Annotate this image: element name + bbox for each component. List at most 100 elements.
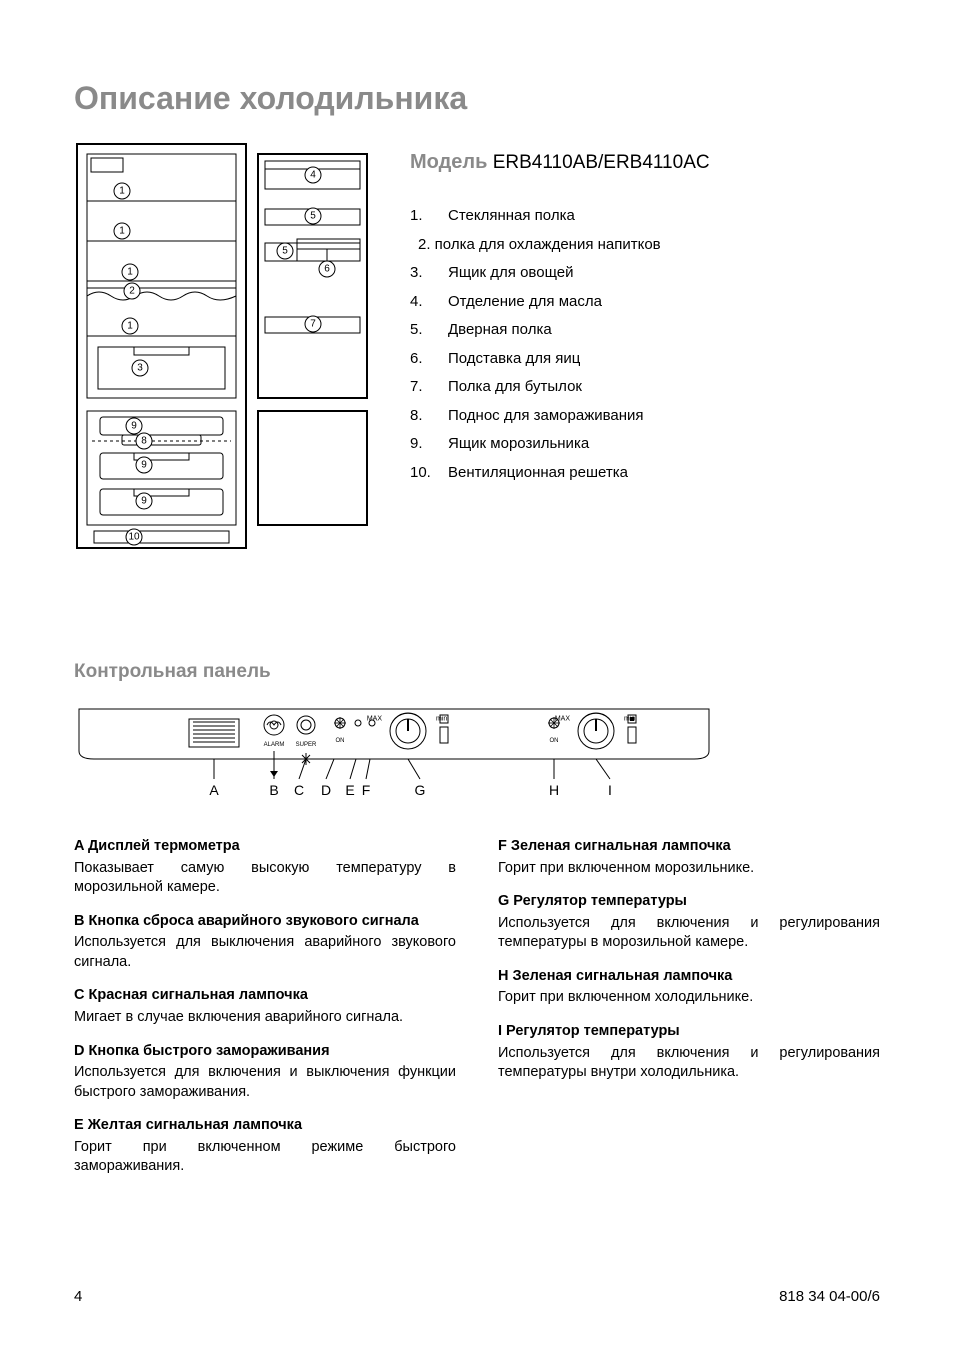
svg-text:9: 9	[131, 421, 137, 432]
control-item-body: Горит при включенном холодильнике.	[498, 988, 880, 1008]
control-item: I Регулятор температурыИспользуется для …	[498, 1022, 880, 1083]
parts-list-item: 3.Ящик для овощей	[410, 259, 880, 288]
control-item: A Дисплей термометраПоказывает самую выс…	[74, 837, 456, 898]
svg-text:2: 2	[129, 286, 135, 297]
fridge-diagram: 1 1 1 2 1 3 9 8 9 9 10	[74, 141, 370, 551]
parts-list-item: 6.Подставка для яиц	[410, 345, 880, 374]
svg-text:1: 1	[119, 226, 125, 237]
control-item: E Желтая сигнальная лампочкаГорит при вк…	[74, 1116, 456, 1177]
svg-text:C: C	[294, 782, 304, 798]
page-title: Описание холодильника	[74, 80, 880, 117]
control-item-title: H Зеленая сигнальная лампочка	[498, 967, 880, 987]
controls-column-right: F Зеленая сигнальная лампочкаГорит при в…	[498, 837, 880, 1191]
parts-list-item: 7.Полка для бутылок	[410, 373, 880, 402]
svg-text:10: 10	[128, 532, 140, 543]
control-item-body: Показывает самую высокую температуру в м…	[74, 859, 456, 898]
control-item-body: Используется для включения и выключения …	[74, 1063, 456, 1102]
svg-text:7: 7	[310, 319, 316, 330]
svg-text:8: 8	[141, 436, 147, 447]
control-item-title: C Красная сигнальная лампочка	[74, 986, 456, 1006]
control-item: H Зеленая сигнальная лампочкаГорит при в…	[498, 967, 880, 1008]
control-item-title: E Желтая сигнальная лампочка	[74, 1116, 456, 1136]
parts-list-item: 9.Ящик морозильника	[410, 430, 880, 459]
svg-text:E: E	[345, 782, 354, 798]
control-item-body: Используется для включения и регулирован…	[498, 914, 880, 953]
parts-list-number: 7.	[410, 373, 448, 402]
parts-list: 1.Стеклянная полка2. полка для охлаждени…	[410, 202, 880, 487]
page-number: 4	[74, 1288, 82, 1305]
control-item-body: Горит при включенном режиме быстрого зам…	[74, 1138, 456, 1177]
parts-list-text: Отделение для масла	[448, 288, 602, 317]
parts-list-number: 8.	[410, 402, 448, 431]
parts-list-text: Подставка для яиц	[448, 345, 580, 374]
parts-list-text: 2. полка для охлаждения напитков	[410, 231, 661, 260]
svg-text:A: A	[209, 782, 219, 798]
parts-list-item: 5.Дверная полка	[410, 316, 880, 345]
parts-list-number: 9.	[410, 430, 448, 459]
control-item-title: D Кнопка быстрого замораживания	[74, 1042, 456, 1062]
control-item-body: Используется для включения и регулирован…	[498, 1044, 880, 1083]
model-label: Модель	[410, 151, 487, 173]
parts-list-number: 10.	[410, 459, 448, 488]
parts-list-number: 3.	[410, 259, 448, 288]
parts-list-number: 5.	[410, 316, 448, 345]
control-item: F Зеленая сигнальная лампочкаГорит при в…	[498, 837, 880, 878]
svg-text:9: 9	[141, 460, 147, 471]
control-panel-diagram: ALARM SUPER ON	[74, 701, 714, 811]
control-item-title: F Зеленая сигнальная лампочка	[498, 837, 880, 857]
svg-text:1: 1	[127, 321, 133, 332]
svg-text:3: 3	[137, 363, 143, 374]
parts-list-number: 6.	[410, 345, 448, 374]
svg-text:5: 5	[310, 211, 316, 222]
svg-text:ALARM: ALARM	[264, 742, 285, 748]
parts-list-text: Поднос для замораживания	[448, 402, 644, 431]
svg-text:MAX: MAX	[367, 716, 383, 723]
control-item: C Красная сигнальная лампочкаМигает в сл…	[74, 986, 456, 1027]
page-footer: 4 818 34 04-00/6	[74, 1288, 880, 1305]
svg-text:B: B	[269, 782, 278, 798]
model-section: Модель ERB4110AB/ERB4110AC 1.Стеклянная …	[410, 141, 880, 551]
svg-text:ON: ON	[550, 738, 559, 744]
model-value: ERB4110AB/ERB4110AC	[493, 152, 710, 173]
svg-text:H: H	[549, 782, 559, 798]
parts-list-item: 8.Поднос для замораживания	[410, 402, 880, 431]
parts-list-text: Вентиляционная решетка	[448, 459, 628, 488]
control-panel-heading: Контрольная панель	[74, 661, 880, 683]
model-line: Модель ERB4110AB/ERB4110AC	[410, 151, 880, 174]
top-section: 1 1 1 2 1 3 9 8 9 9 10	[74, 141, 880, 551]
control-item: G Регулятор температурыИспользуется для …	[498, 892, 880, 953]
svg-text:1: 1	[119, 186, 125, 197]
control-item-body: Горит при включенном морозильнике.	[498, 859, 880, 879]
control-item: D Кнопка быстрого замораживанияИспользуе…	[74, 1042, 456, 1103]
control-item: B Кнопка сброса аварийного звукового сиг…	[74, 912, 456, 973]
svg-text:MAX: MAX	[555, 716, 571, 723]
parts-list-text: Дверная полка	[448, 316, 552, 345]
svg-text:I: I	[608, 782, 612, 798]
svg-text:F: F	[362, 782, 371, 798]
svg-text:5: 5	[282, 246, 288, 257]
parts-list-number: 1.	[410, 202, 448, 231]
control-item-title: A Дисплей термометра	[74, 837, 456, 857]
svg-text:6: 6	[324, 264, 330, 275]
parts-list-item: 2. полка для охлаждения напитков	[410, 231, 880, 260]
svg-text:9: 9	[141, 496, 147, 507]
fridge-door-svg: 4 5 5 6 7	[255, 141, 370, 551]
svg-text:min: min	[436, 716, 447, 723]
svg-text:G: G	[415, 782, 426, 798]
svg-text:4: 4	[310, 170, 316, 181]
control-item-title: G Регулятор температуры	[498, 892, 880, 912]
control-item-body: Используется для выключения аварийного з…	[74, 933, 456, 972]
parts-list-item: 10.Вентиляционная решетка	[410, 459, 880, 488]
parts-list-item: 1.Стеклянная полка	[410, 202, 880, 231]
parts-list-text: Ящик морозильника	[448, 430, 589, 459]
parts-list-text: Полка для бутылок	[448, 373, 582, 402]
control-item-body: Мигает в случае включения аварийного сиг…	[74, 1008, 456, 1028]
controls-description: A Дисплей термометраПоказывает самую выс…	[74, 837, 880, 1191]
doc-number: 818 34 04-00/6	[779, 1288, 880, 1305]
controls-column-left: A Дисплей термометраПоказывает самую выс…	[74, 837, 456, 1191]
parts-list-text: Стеклянная полка	[448, 202, 575, 231]
fridge-body-svg: 1 1 1 2 1 3 9 8 9 9 10	[74, 141, 249, 551]
control-item-title: B Кнопка сброса аварийного звукового сиг…	[74, 912, 456, 932]
svg-text:D: D	[321, 782, 331, 798]
parts-list-item: 4.Отделение для масла	[410, 288, 880, 317]
